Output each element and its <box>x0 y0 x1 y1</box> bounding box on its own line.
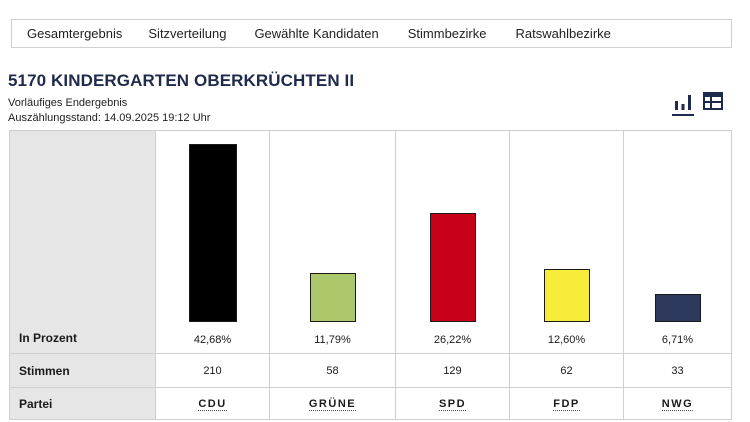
bar-nwg[interactable] <box>654 294 701 322</box>
row-label-party: Partei <box>9 387 156 420</box>
party-cell-nwg: NWG <box>623 387 732 420</box>
party-link-gruene[interactable]: GRÜNE <box>308 397 357 411</box>
tab-gesamtergebnis[interactable]: Gesamtergebnis <box>27 26 123 41</box>
bar-cdu[interactable] <box>188 144 237 322</box>
votes-cdu: 210 <box>155 353 270 388</box>
bar-gruene[interactable] <box>309 273 356 322</box>
results-table: In Prozent 42,68% 11,79% 26,22% 12,60% 6… <box>9 130 732 420</box>
count-timestamp: Auszählungsstand: 14.09.2025 19:12 Uhr <box>8 112 211 124</box>
pct-label-cdu: 42,68% <box>193 334 232 346</box>
tab-ratswahlbezirke[interactable]: Ratswahlbezirke <box>515 26 611 41</box>
bar-spd[interactable] <box>429 213 476 322</box>
votes-row: Stimmen 210 58 129 62 33 <box>9 353 732 388</box>
result-tabs: Gesamtergebnis Sitzverteilung Gewählte K… <box>11 19 732 48</box>
votes-gruene: 58 <box>269 353 396 388</box>
bar-cell-gruene: 11,79% <box>269 130 396 354</box>
votes-fdp: 62 <box>509 353 624 388</box>
bar-fdp[interactable] <box>543 269 590 322</box>
bar-cell-cdu: 42,68% <box>155 130 270 354</box>
pct-label-gruene: 11,79% <box>314 334 351 346</box>
pct-label-spd: 26,22% <box>433 334 472 346</box>
view-toggle <box>672 90 724 116</box>
bar-cell-spd: 26,22% <box>395 130 510 354</box>
party-cell-cdu: CDU <box>155 387 270 420</box>
votes-nwg: 33 <box>623 353 732 388</box>
pct-label-fdp: 12,60% <box>547 334 586 346</box>
votes-spd: 129 <box>395 353 510 388</box>
page-title: 5170 KINDERGARTEN OBERKRÜCHTEN II <box>8 71 355 90</box>
tab-gewaehlte-kandidaten[interactable]: Gewählte Kandidaten <box>254 26 379 41</box>
bar-chart-icon[interactable] <box>672 90 694 116</box>
row-label-votes: Stimmen <box>9 353 156 388</box>
party-row: Partei CDU GRÜNE SPD FDP NWG <box>9 387 732 420</box>
row-label-percent: In Prozent <box>9 130 156 354</box>
tab-sitzverteilung[interactable]: Sitzverteilung <box>148 26 227 41</box>
tab-stimmbezirke[interactable]: Stimmbezirke <box>407 26 487 41</box>
party-link-spd[interactable]: SPD <box>438 397 467 411</box>
party-cell-spd: SPD <box>395 387 510 420</box>
bar-cell-fdp: 12,60% <box>509 130 624 354</box>
party-cell-gruene: GRÜNE <box>269 387 396 420</box>
party-link-nwg[interactable]: NWG <box>661 397 694 411</box>
party-link-fdp[interactable]: FDP <box>553 397 580 411</box>
result-status: Vorläufiges Endergebnis <box>8 97 128 109</box>
chart-row: In Prozent 42,68% 11,79% 26,22% 12,60% 6… <box>9 130 732 354</box>
party-link-cdu[interactable]: CDU <box>198 397 227 411</box>
table-icon[interactable] <box>702 90 724 114</box>
party-cell-fdp: FDP <box>509 387 624 420</box>
pct-label-nwg: 6,71% <box>661 334 694 346</box>
bar-cell-nwg: 6,71% <box>623 130 732 354</box>
